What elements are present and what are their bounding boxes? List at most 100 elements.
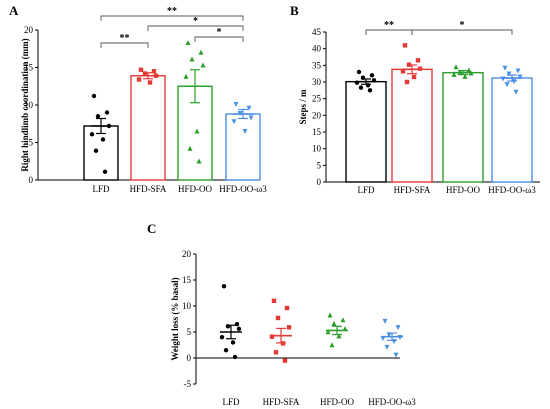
data-point — [95, 114, 101, 119]
group-2: HFD-OO — [320, 312, 355, 407]
data-point — [329, 342, 335, 348]
significance-bracket: ** — [100, 6, 244, 21]
data-point — [142, 71, 148, 76]
data-point — [196, 158, 202, 164]
data-point — [284, 305, 290, 311]
group-3: HFD-OO-ω3 — [219, 102, 267, 194]
x-tick-label: HFD-OO-ω3 — [368, 397, 416, 407]
data-point — [515, 68, 521, 74]
y-tick-label: 35 — [312, 60, 322, 70]
data-point — [386, 332, 392, 338]
data-point — [104, 110, 110, 115]
data-point — [502, 65, 508, 71]
data-point — [286, 325, 292, 330]
data-point — [138, 67, 144, 72]
data-point — [185, 39, 191, 45]
data-point — [358, 85, 364, 90]
data-point — [223, 348, 229, 353]
y-tick-label: 15 — [182, 275, 192, 285]
x-tick-label: LFD — [357, 185, 375, 195]
data-point — [513, 89, 519, 95]
y-tick-label: 5 — [317, 160, 322, 170]
data-point — [151, 69, 157, 74]
bar — [225, 113, 261, 181]
panel-label: A — [9, 3, 19, 18]
data-point — [198, 49, 204, 55]
data-point — [336, 333, 342, 339]
data-point — [102, 169, 108, 174]
y-tick-label: 10 — [312, 144, 322, 154]
data-point — [200, 62, 206, 68]
x-tick-label: LFD — [222, 397, 240, 407]
x-tick-label: HFD-OO — [320, 397, 355, 407]
panel-a: A 0 5 10 15 20 Right hindlimb coordination (mm… — [9, 3, 267, 194]
y-tick-label: 20 — [24, 25, 34, 35]
bar — [83, 125, 119, 181]
data-point — [282, 358, 288, 363]
data-point — [273, 350, 279, 355]
bracket-line — [100, 42, 149, 48]
data-point — [451, 71, 457, 77]
panel-label: B — [290, 3, 299, 18]
data-point — [93, 148, 99, 153]
data-point — [189, 56, 195, 62]
y-tick-label: 0 — [29, 175, 34, 185]
significance-label: ** — [120, 33, 130, 44]
group-3: HFD-OO-ω3 — [488, 65, 536, 195]
y-tick-label: 0 — [187, 353, 192, 363]
significance-bracket: * — [411, 20, 513, 35]
data-point — [233, 102, 239, 108]
significance-label: * — [193, 16, 198, 27]
group-2: HFD-OO — [177, 39, 213, 194]
y-tick-label: 45 — [312, 27, 322, 37]
significance-bracket: ** — [100, 33, 149, 48]
y-tick-label: 15 — [24, 63, 34, 73]
data-point — [506, 71, 512, 77]
significance-label: * — [460, 20, 465, 31]
y-axis-label: Right hindlimb coordination (mm) — [20, 38, 30, 171]
data-point — [367, 88, 373, 93]
data-point — [327, 312, 333, 318]
x-tick-label: HFD-OO — [446, 185, 481, 195]
significance-label: ** — [167, 6, 177, 17]
bracket-line — [100, 15, 244, 21]
group-0: LFD — [83, 93, 119, 194]
y-tick-label: 10 — [182, 301, 192, 311]
data-point — [462, 73, 468, 79]
bar — [345, 80, 387, 183]
data-point — [236, 326, 242, 332]
panel-label: C — [147, 221, 156, 236]
data-point — [147, 80, 153, 85]
x-tick-label: HFD-SFA — [263, 397, 300, 407]
y-tick-label: 0 — [317, 177, 322, 187]
data-point — [269, 334, 275, 339]
y-tick-label: 20 — [182, 249, 192, 259]
group-2: HFD-OO — [442, 64, 484, 195]
data-point — [415, 58, 421, 63]
group-0: LFD — [345, 69, 387, 195]
significance-bracket: * — [147, 16, 244, 31]
data-point — [331, 320, 337, 326]
data-point — [246, 105, 252, 111]
data-point — [400, 69, 406, 74]
data-point — [187, 145, 193, 151]
data-point — [230, 340, 236, 345]
y-tick-label: 15 — [312, 127, 322, 137]
y-axis-label: Weight loss (% basal) — [170, 277, 180, 360]
data-point — [232, 354, 238, 360]
x-tick-label: HFD-SFA — [394, 185, 431, 195]
y-tick-label: 10 — [24, 100, 34, 110]
panel-c: C -5 0 5 10 15 20 Weight loss (% basal) LFD HFD-S… — [147, 221, 416, 407]
data-point — [136, 77, 142, 82]
x-tick-label: HFD-SFA — [130, 184, 167, 194]
group-1: HFD-SFA — [391, 43, 433, 195]
y-tick-label: 5 — [29, 138, 34, 148]
data-point — [340, 317, 346, 323]
y-tick-label: 5 — [187, 327, 192, 337]
data-point — [91, 93, 97, 99]
y-tick-label: 30 — [312, 77, 322, 87]
group-1: HFD-SFA — [130, 67, 167, 194]
data-point — [397, 335, 403, 340]
bar — [391, 68, 433, 183]
